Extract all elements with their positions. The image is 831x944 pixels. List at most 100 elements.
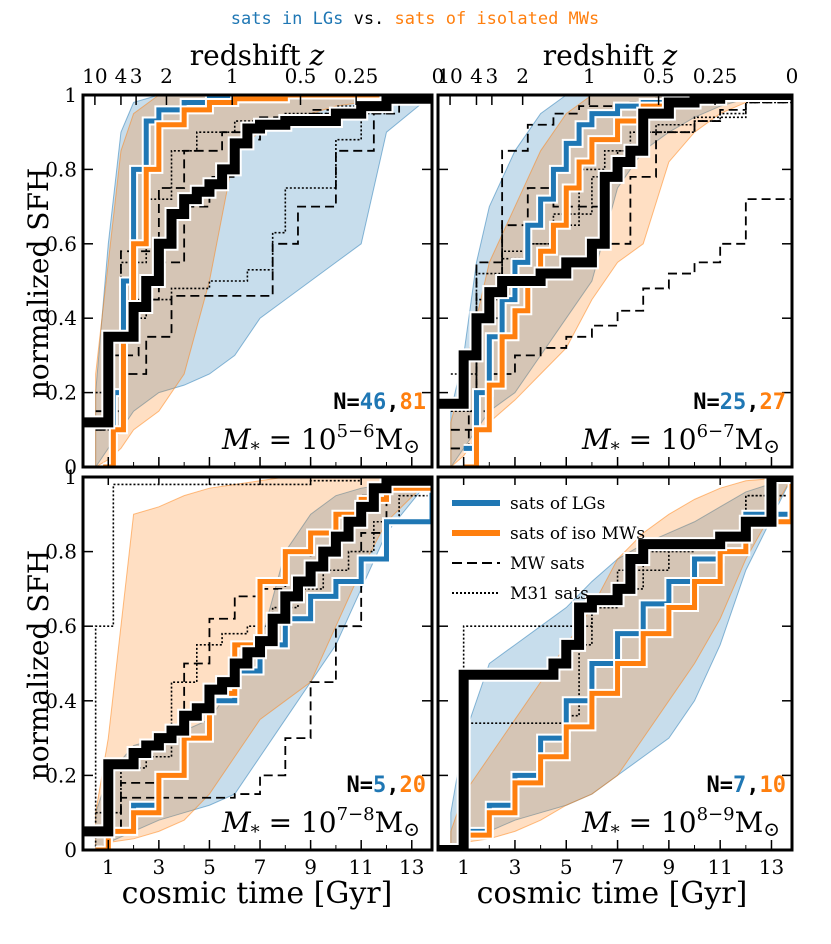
series-mw-sat-1: [450, 113, 792, 450]
z-tick-label: 0.5: [643, 64, 675, 88]
mass-exp: 8−9: [697, 804, 735, 825]
x-tick-label: 7: [611, 855, 624, 879]
y-tick-label: 1: [64, 83, 77, 107]
series-lg-median: [95, 477, 432, 850]
n-comma: ,: [386, 390, 399, 415]
x-tick-label: 13: [759, 855, 784, 879]
mass-sun: ⊙: [403, 817, 420, 841]
n-count-label: N=7,10: [707, 773, 787, 798]
series-black-median: [438, 477, 792, 850]
n-lg: 46: [360, 390, 387, 415]
plot-area: [438, 95, 792, 467]
legend-label: sats of LGs: [510, 494, 605, 514]
mass-sun: ⊙: [763, 817, 780, 841]
panel-frame: [436, 475, 794, 852]
y-tick-label: 1: [64, 465, 77, 489]
z-tick-label: 3: [130, 64, 143, 88]
x-tick-label: 9: [663, 855, 676, 879]
n-prefix: N=: [707, 773, 734, 798]
n-count-label: N=46,81: [333, 390, 426, 415]
n-comma: ,: [746, 390, 759, 415]
panel-top-right: 010 4 3 2 1 0.5 0.25 0N=25,27M* = 106−7M⊙: [432, 64, 799, 469]
y-tick-label: 0.4: [45, 306, 77, 330]
n-lg: 7: [733, 773, 746, 798]
x-tick-label: 1: [457, 855, 470, 879]
legend-label: MW sats: [510, 554, 585, 574]
mass-mid: = 10: [260, 423, 337, 456]
n-iso: 20: [400, 773, 427, 798]
z-tick-label: 0: [786, 64, 799, 88]
mass-sub: *: [611, 439, 620, 460]
mass-unit: M: [375, 423, 404, 456]
x-tick-label: 7: [254, 855, 267, 879]
n-comma: ,: [386, 773, 399, 798]
panel-frame: [81, 475, 434, 852]
z-tick-label: 0.5: [285, 64, 317, 88]
n-lg: 5: [373, 773, 386, 798]
legend-label: sats of iso MWs: [510, 524, 645, 544]
mass-range-label: M* = 107−8M⊙: [221, 804, 420, 843]
top-axis-label-right: redshift z: [543, 39, 678, 72]
z-tick-label: 10: [437, 64, 462, 88]
bottom-axis-label-right: cosmic time [Gyr]: [477, 876, 748, 911]
panel-frame: [436, 93, 794, 469]
left-axis-label-bottom: normalized SFH: [22, 550, 55, 781]
n-prefix: N=: [347, 773, 374, 798]
y-tick-label: 0.2: [45, 381, 77, 405]
panel-frame: [81, 93, 434, 469]
z-tick-label: 0.25: [693, 64, 738, 88]
mass-symbol: M: [581, 806, 612, 839]
mass-unit: M: [375, 806, 404, 839]
x-tick-label: 9: [304, 855, 317, 879]
y-tick-label: 0: [64, 455, 77, 479]
z-tick-label: 2: [516, 64, 529, 88]
z-tick-label: 0.25: [334, 64, 379, 88]
mass-sun: ⊙: [403, 434, 420, 458]
left-axis-label-top: normalized SFH: [22, 168, 55, 399]
header-lg-label: sats in LGs: [231, 9, 344, 29]
plot-area: [438, 477, 792, 850]
mass-exp: 5−6: [337, 421, 375, 442]
x-tick-label: 3: [509, 855, 522, 879]
n-iso: 10: [760, 773, 787, 798]
z-tick-label: 3: [486, 64, 499, 88]
series-iso-median: [103, 95, 432, 467]
mass-mid: = 10: [620, 806, 697, 839]
z-tick-label: 2: [160, 64, 173, 88]
bottom-axis-label-left: cosmic time [Gyr]: [122, 876, 393, 911]
header-iso-label: sats of isolated MWs: [395, 9, 600, 29]
mass-symbol: M: [221, 423, 252, 456]
y-tick-label: 0: [64, 838, 77, 862]
n-comma: ,: [746, 773, 759, 798]
x-tick-label: 3: [153, 855, 166, 879]
n-lg: 25: [720, 390, 747, 415]
header-vs: vs.: [343, 9, 394, 29]
x-tick-label: 11: [348, 855, 373, 879]
x-tick-label: 1: [102, 855, 115, 879]
y-tick-label: 0.6: [45, 614, 77, 638]
y-tick-label: 0.6: [45, 232, 77, 256]
y-tick-label: 0.8: [45, 540, 77, 564]
x-tick-label: 11: [707, 855, 732, 879]
top-axis-label-left: redshift z: [190, 39, 325, 72]
mass-mid: = 10: [620, 423, 697, 456]
mass-unit: M: [735, 806, 764, 839]
series-black-median: [83, 95, 432, 428]
panel-bottom-right: 1 3 5 7 9 11 13N=7,10M* = 108−9M⊙sats of LGssa…: [436, 475, 794, 879]
mass-sub: *: [611, 822, 620, 843]
z-tick-label: 4: [115, 64, 128, 88]
x-tick-label: 13: [399, 855, 424, 879]
legend: sats of LGs sats of iso MWs MW sats M31 sat…: [452, 494, 645, 604]
z-tick-label: 1: [583, 64, 596, 88]
n-prefix: N=: [333, 390, 360, 415]
mass-range-label: M* = 106−7M⊙: [581, 421, 780, 460]
mass-symbol: M: [221, 806, 252, 839]
y-tick-label: 0.4: [45, 689, 77, 713]
x-tick-label: 5: [560, 855, 573, 879]
mass-sun: ⊙: [763, 434, 780, 458]
y-tick-label: 0.8: [45, 157, 77, 181]
n-count-label: N=5,20: [347, 773, 427, 798]
